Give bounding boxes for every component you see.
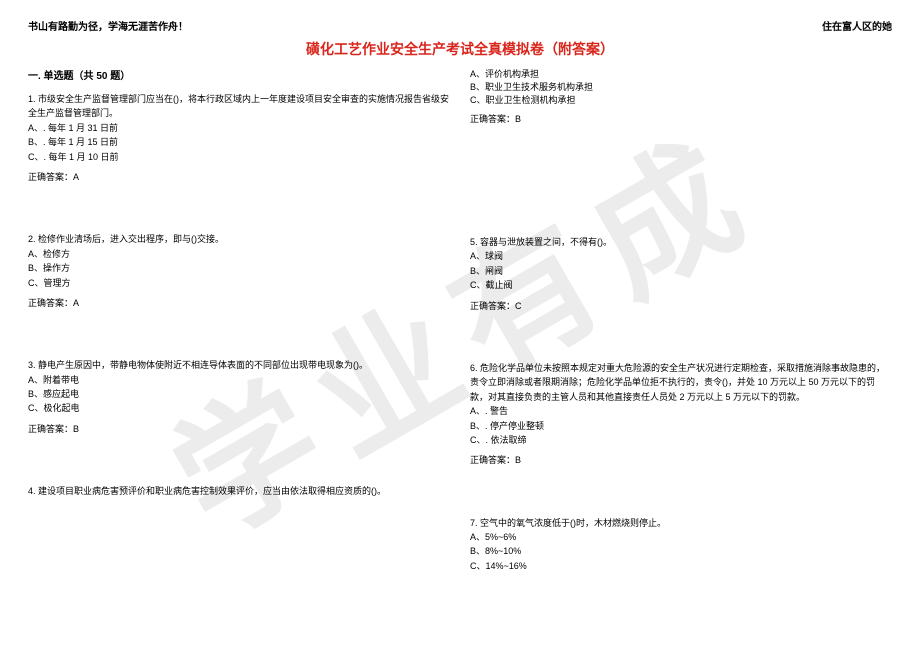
q7-optB: B、8%~10%	[470, 544, 892, 558]
q2-optB: B、操作方	[28, 261, 450, 275]
q1-stem: 1. 市级安全生产监督管理部门应当在()，将本行政区域内上一年度建设项目安全审查…	[28, 92, 450, 121]
question-3: 3. 静电产生原因中，带静电物体使附近不相连导体表面的不同部位出现带电现象为()…	[28, 358, 450, 436]
q2-optC: C、管理方	[28, 276, 450, 290]
q6-optB: B、. 停产停业整顿	[470, 419, 892, 433]
q5-answer: 正确答案：C	[470, 299, 892, 313]
q3-optC: C、极化起电	[28, 401, 450, 415]
q6-optC: C、. 依法取缔	[470, 433, 892, 447]
q2-answer: 正确答案：A	[28, 296, 450, 310]
section-title: 一. 单选题（共 50 题）	[28, 67, 450, 82]
q2-optA: A、检修方	[28, 247, 450, 261]
question-4: 4. 建设项目职业病危害预评价和职业病危害控制效果评价，应当由依法取得相应资质的…	[28, 484, 450, 498]
q5-optB: B、闸阀	[470, 264, 892, 278]
q4-optB: B、职业卫生技术服务机构承担	[470, 80, 892, 93]
q6-stem: 6. 危险化学品单位未按照本规定对重大危险源的安全生产状况进行定期检查，采取措施…	[470, 361, 892, 404]
q1-optA: A、. 每年 1 月 31 日前	[28, 121, 450, 135]
q3-optB: B、感应起电	[28, 387, 450, 401]
q4-optC: C、职业卫生检测机构承担	[470, 93, 892, 106]
question-1: 1. 市级安全生产监督管理部门应当在()，将本行政区域内上一年度建设项目安全审查…	[28, 92, 450, 184]
q1-answer: 正确答案：A	[28, 170, 450, 184]
header-left: 书山有路勤为径，学海无涯苦作舟！	[28, 18, 188, 33]
q2-stem: 2. 检修作业清场后，进入交出程序，即与()交接。	[28, 232, 450, 246]
q5-optC: C、截止阀	[470, 278, 892, 292]
q3-optA: A、附着带电	[28, 373, 450, 387]
q4-optA: A、评价机构承担	[470, 67, 892, 80]
q3-stem: 3. 静电产生原因中，带静电物体使附近不相连导体表面的不同部位出现带电现象为()…	[28, 358, 450, 372]
exam-title: 磺化工艺作业安全生产考试全真模拟卷（附答案）	[28, 39, 892, 59]
q7-stem: 7. 空气中的氧气浓度低于()时，木材燃烧则停止。	[470, 516, 892, 530]
q4-stem: 4. 建设项目职业病危害预评价和职业病危害控制效果评价，应当由依法取得相应资质的…	[28, 484, 450, 498]
column-right: A、评价机构承担 B、职业卫生技术服务机构承担 C、职业卫生检测机构承担 正确答…	[470, 67, 892, 633]
page-container: 书山有路勤为径，学海无涯苦作舟！ 住在富人区的她 磺化工艺作业安全生产考试全真模…	[0, 0, 920, 651]
question-7: 7. 空气中的氧气浓度低于()时，木材燃烧则停止。 A、5%~6% B、8%~1…	[470, 516, 892, 574]
q5-optA: A、球阀	[470, 249, 892, 263]
question-2: 2. 检修作业清场后，进入交出程序，即与()交接。 A、检修方 B、操作方 C、…	[28, 232, 450, 310]
columns: 一. 单选题（共 50 题） 1. 市级安全生产监督管理部门应当在()，将本行政…	[28, 67, 892, 633]
question-5: 5. 容器与泄放装置之间，不得有()。 A、球阀 B、闸阀 C、截止阀 正确答案…	[470, 235, 892, 313]
header-right: 住在富人区的她	[822, 18, 892, 33]
q1-optB: B、. 每年 1 月 15 日前	[28, 135, 450, 149]
q6-optA: A、. 警告	[470, 404, 892, 418]
q7-optA: A、5%~6%	[470, 530, 892, 544]
q4-answer: 正确答案：B	[470, 112, 892, 125]
q3-answer: 正确答案：B	[28, 422, 450, 436]
header-row: 书山有路勤为径，学海无涯苦作舟！ 住在富人区的她	[28, 18, 892, 33]
q5-stem: 5. 容器与泄放装置之间，不得有()。	[470, 235, 892, 249]
question-4-continued: A、评价机构承担 B、职业卫生技术服务机构承担 C、职业卫生检测机构承担 正确答…	[470, 67, 892, 125]
q7-optC: C、14%~16%	[470, 559, 892, 573]
question-6: 6. 危险化学品单位未按照本规定对重大危险源的安全生产状况进行定期检查，采取措施…	[470, 361, 892, 468]
q1-optC: C、. 每年 1 月 10 日前	[28, 150, 450, 164]
q6-answer: 正确答案：B	[470, 453, 892, 467]
column-left: 一. 单选题（共 50 题） 1. 市级安全生产监督管理部门应当在()，将本行政…	[28, 67, 450, 633]
